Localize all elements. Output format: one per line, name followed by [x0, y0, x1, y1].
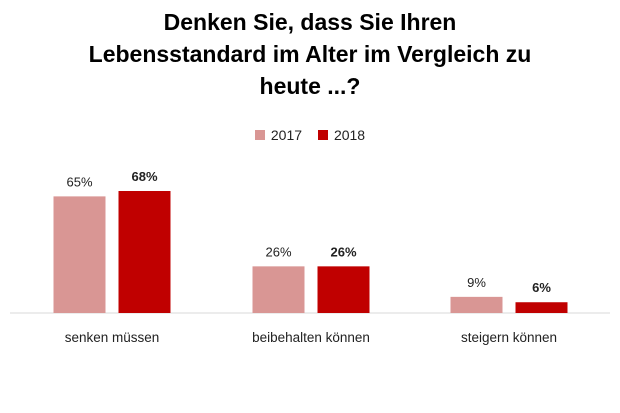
data-label-2018-2: 26%: [330, 244, 356, 259]
bar-2018-3: [515, 302, 568, 313]
bar-2017-1: [53, 196, 106, 313]
chart-legend: 2017 2018: [0, 127, 620, 143]
chart-title-line-3: heute ...?: [259, 73, 361, 99]
legend-swatch-2017: [254, 130, 265, 140]
bar-2017-3: [450, 296, 503, 313]
bar-2018-2: [317, 266, 370, 313]
legend-swatch-2018: [317, 130, 328, 140]
chart-title-line-2: Lebensstandard im Alter im Vergleich zu: [88, 41, 532, 67]
data-label-2017-3: 9%: [467, 275, 486, 290]
legend-item-2018: 2018: [317, 127, 366, 143]
data-label-2018-3: 6%: [532, 280, 551, 295]
chart-title: Denken Sie, dass Sie Ihren Lebensstandar…: [0, 6, 620, 102]
legend-item-2017: 2017: [254, 127, 303, 143]
category-label-2: beibehalten können: [252, 330, 370, 345]
bar-2017-2: [252, 266, 305, 313]
legend-label-2017: 2017: [270, 127, 303, 143]
bar-2018-1: [118, 191, 171, 313]
category-label-1: senken müssen: [65, 330, 160, 345]
data-label-2017-1: 65%: [66, 174, 92, 189]
data-label-2018-1: 68%: [131, 169, 157, 184]
legend-label-2018: 2018: [333, 127, 366, 143]
category-label-3: steigern können: [461, 330, 557, 345]
chart-title-line-1: Denken Sie, dass Sie Ihren: [163, 9, 457, 35]
data-label-2017-2: 26%: [265, 244, 291, 259]
